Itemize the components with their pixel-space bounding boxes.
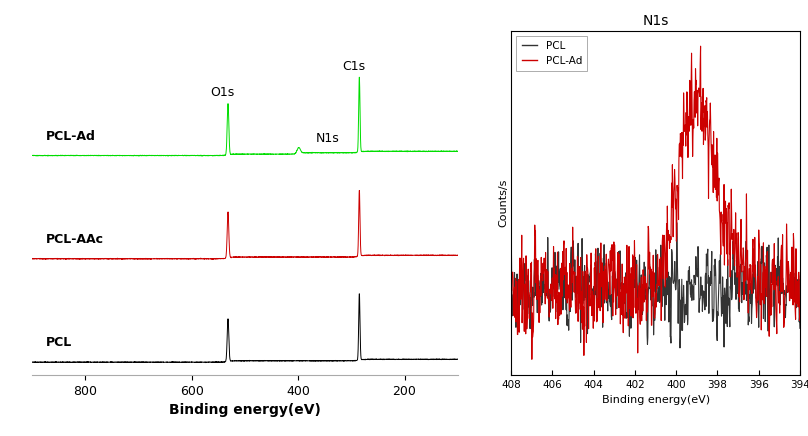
Title: N1s: N1s	[642, 14, 669, 28]
Text: O1s: O1s	[211, 86, 235, 99]
Text: PCL-Ad: PCL-Ad	[45, 130, 95, 143]
Y-axis label: Counts/s: Counts/s	[499, 179, 508, 227]
X-axis label: Binding energy(eV): Binding energy(eV)	[601, 395, 709, 405]
Legend: PCL, PCL-Ad: PCL, PCL-Ad	[516, 36, 587, 72]
Text: N1s: N1s	[316, 133, 340, 146]
Text: C1s: C1s	[343, 60, 365, 73]
Text: PCL: PCL	[45, 337, 72, 350]
X-axis label: Binding energy(eV): Binding energy(eV)	[169, 403, 321, 417]
Text: PCL-AAc: PCL-AAc	[45, 233, 103, 246]
